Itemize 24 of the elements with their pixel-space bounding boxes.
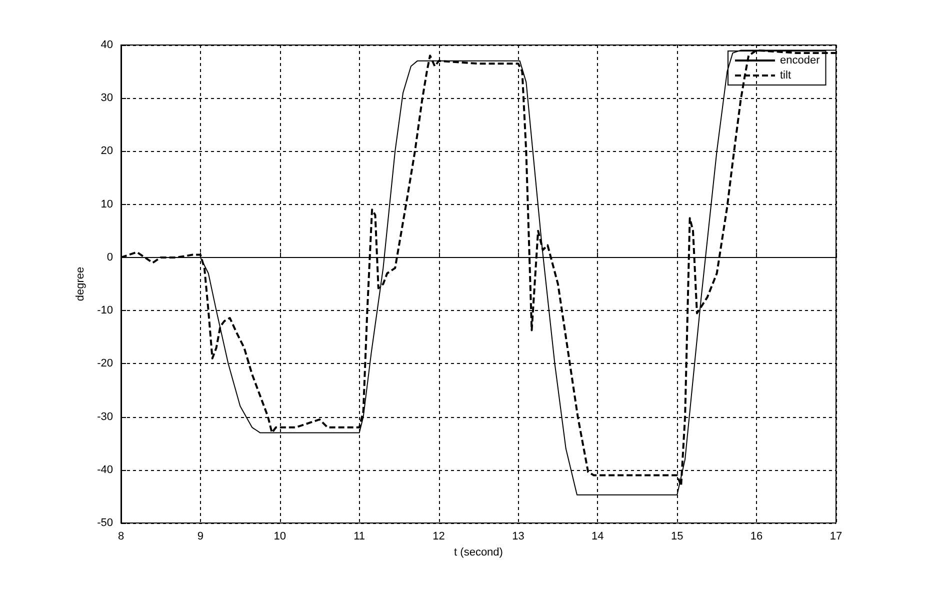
- x-tick-label: 14: [592, 530, 604, 542]
- x-tick-label: 12: [432, 530, 445, 542]
- y-tick-label: 30: [100, 92, 113, 104]
- x-axis-title: t (second): [454, 546, 503, 558]
- x-tick-label: 8: [118, 530, 124, 542]
- y-tick-label: -50: [97, 517, 113, 529]
- x-tick-label: 17: [830, 530, 842, 542]
- y-tick-label: 40: [100, 39, 113, 51]
- y-tick-label: -20: [97, 358, 113, 370]
- x-tick-label: 16: [750, 530, 763, 542]
- y-tick-label: -30: [97, 410, 113, 423]
- y-tick-label: 0: [106, 251, 113, 264]
- legend-label: tilt: [780, 70, 791, 82]
- x-tick-label: 13: [512, 530, 524, 542]
- y-tick-label: -40: [97, 464, 113, 476]
- x-tick-label: 15: [670, 530, 684, 542]
- x-tick-label: 10: [274, 530, 286, 542]
- x-tick-label: 9: [197, 530, 204, 542]
- y-tick-label: -10: [97, 304, 113, 317]
- y-axis-title: degree: [74, 266, 87, 302]
- y-tick-label: 10: [100, 198, 113, 210]
- x-tick-label: 11: [354, 530, 366, 542]
- y-tick-label: 20: [100, 145, 113, 158]
- legend-label: encoder: [780, 54, 820, 66]
